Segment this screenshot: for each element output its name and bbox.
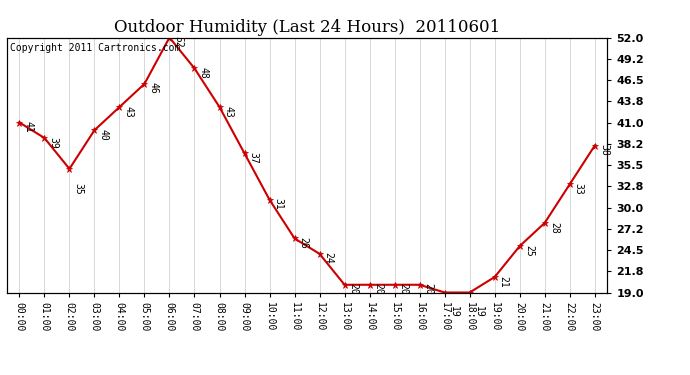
Text: 48: 48 — [199, 67, 208, 79]
Text: 19: 19 — [474, 306, 484, 318]
Text: 46: 46 — [148, 82, 159, 94]
Text: 37: 37 — [248, 152, 259, 164]
Text: 25: 25 — [524, 245, 534, 256]
Text: 38: 38 — [599, 144, 609, 156]
Text: 33: 33 — [574, 183, 584, 195]
Text: 31: 31 — [274, 198, 284, 210]
Text: 39: 39 — [48, 136, 59, 148]
Text: 24: 24 — [324, 252, 334, 264]
Text: 52: 52 — [174, 36, 184, 48]
Text: Copyright 2011 Cartronics.com: Copyright 2011 Cartronics.com — [10, 43, 180, 52]
Text: 21: 21 — [499, 276, 509, 287]
Text: 20: 20 — [374, 284, 384, 295]
Text: 40: 40 — [99, 129, 108, 141]
Text: 26: 26 — [299, 237, 308, 249]
Text: 20: 20 — [348, 284, 359, 295]
Text: 28: 28 — [549, 222, 559, 233]
Text: 35: 35 — [74, 183, 83, 195]
Text: 20: 20 — [424, 284, 434, 295]
Text: 43: 43 — [124, 106, 134, 117]
Text: 43: 43 — [224, 106, 234, 117]
Text: 19: 19 — [448, 306, 459, 318]
Text: 20: 20 — [399, 284, 408, 295]
Text: 41: 41 — [23, 121, 34, 133]
Title: Outdoor Humidity (Last 24 Hours)  20110601: Outdoor Humidity (Last 24 Hours) 2011060… — [114, 19, 500, 36]
